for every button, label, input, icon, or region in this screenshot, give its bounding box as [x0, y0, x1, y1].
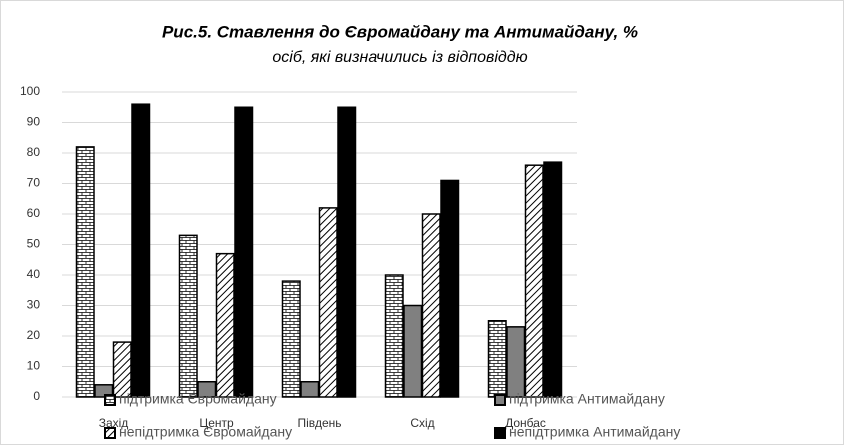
x-tick-label: Центр — [199, 416, 234, 430]
y-tick-label: 90 — [27, 115, 41, 129]
chart-title: Рис.5. Ставлення до Євромайдану та Антим… — [162, 22, 638, 41]
bar — [178, 234, 198, 398]
bar — [506, 326, 526, 398]
y-tick-label: 20 — [27, 328, 41, 342]
bar — [215, 252, 235, 398]
y-tick-label: 50 — [27, 237, 41, 251]
bar — [197, 381, 217, 398]
y-tick-label: 80 — [27, 145, 41, 159]
y-tick-label: 70 — [27, 176, 41, 190]
bar — [543, 161, 563, 398]
chart-subtitle: осіб, які визначились із відповіддю — [272, 49, 527, 66]
bar — [337, 106, 357, 398]
y-tick-label: 100 — [20, 84, 40, 98]
bar — [300, 381, 320, 398]
bar — [131, 103, 151, 398]
legend-label: непідтримка Євромайдану — [119, 424, 292, 440]
bar — [384, 274, 404, 398]
legend-swatch — [104, 394, 116, 406]
legend-swatch — [494, 394, 506, 406]
y-tick-label: 30 — [27, 298, 41, 312]
x-tick-label: Донбас — [505, 416, 546, 430]
legend-label: підтримка Антимайдану — [509, 391, 665, 407]
bar — [234, 106, 254, 398]
x-tick-label: Південь — [297, 416, 341, 430]
legend-label: підтримка Євромайдану — [119, 391, 277, 407]
bar — [318, 207, 338, 398]
bar — [281, 280, 301, 398]
bar — [440, 179, 460, 398]
legend-swatch — [494, 427, 506, 439]
bar — [94, 384, 114, 398]
x-tick-label: Захід — [99, 416, 129, 430]
y-tick-label: 60 — [27, 206, 41, 220]
y-tick-label: 40 — [27, 267, 41, 281]
bar — [421, 213, 441, 398]
x-tick-label: Схід — [410, 416, 434, 430]
legend-label: непідтримка Антимайдану — [509, 424, 680, 440]
y-tick-label: 10 — [27, 359, 41, 373]
bar — [75, 146, 95, 398]
bar — [403, 304, 423, 398]
bar — [487, 320, 507, 398]
bar — [524, 164, 544, 398]
bar — [112, 341, 132, 398]
legend-swatch — [104, 427, 116, 439]
y-tick-label: 0 — [33, 389, 40, 403]
